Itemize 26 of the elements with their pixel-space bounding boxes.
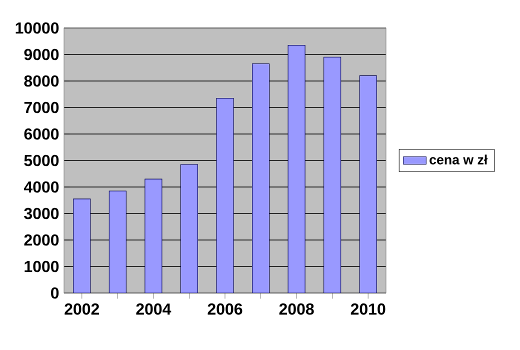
bar <box>216 98 234 293</box>
bar <box>144 178 162 293</box>
bar <box>359 75 377 293</box>
bar <box>324 56 342 293</box>
bar <box>252 64 270 293</box>
y-tick-label: 4000 <box>24 181 59 193</box>
x-tick-label: 2002 <box>64 303 100 315</box>
y-tick-label: 5000 <box>24 154 59 166</box>
y-tick-label: 10000 <box>16 22 59 34</box>
y-tick-label: 9000 <box>24 48 59 60</box>
x-tick-label: 2008 <box>279 303 314 315</box>
x-tick-label: 2010 <box>350 303 386 315</box>
y-tick-label: 0 <box>51 287 59 299</box>
bar <box>73 198 91 293</box>
y-tick-label: 8000 <box>24 75 59 87</box>
bar <box>288 44 306 293</box>
y-tick-label: 1000 <box>24 260 59 272</box>
x-tick-label: 2004 <box>136 303 172 315</box>
bar <box>108 190 126 293</box>
legend-label: cena w zł <box>430 154 488 164</box>
y-tick-label: 7000 <box>24 102 59 114</box>
y-tick-label: 3000 <box>24 208 59 220</box>
y-tick-label: 6000 <box>24 128 59 140</box>
bar <box>180 164 198 293</box>
y-tick-label: 2000 <box>24 234 59 246</box>
x-tick-label: 2006 <box>208 303 242 315</box>
